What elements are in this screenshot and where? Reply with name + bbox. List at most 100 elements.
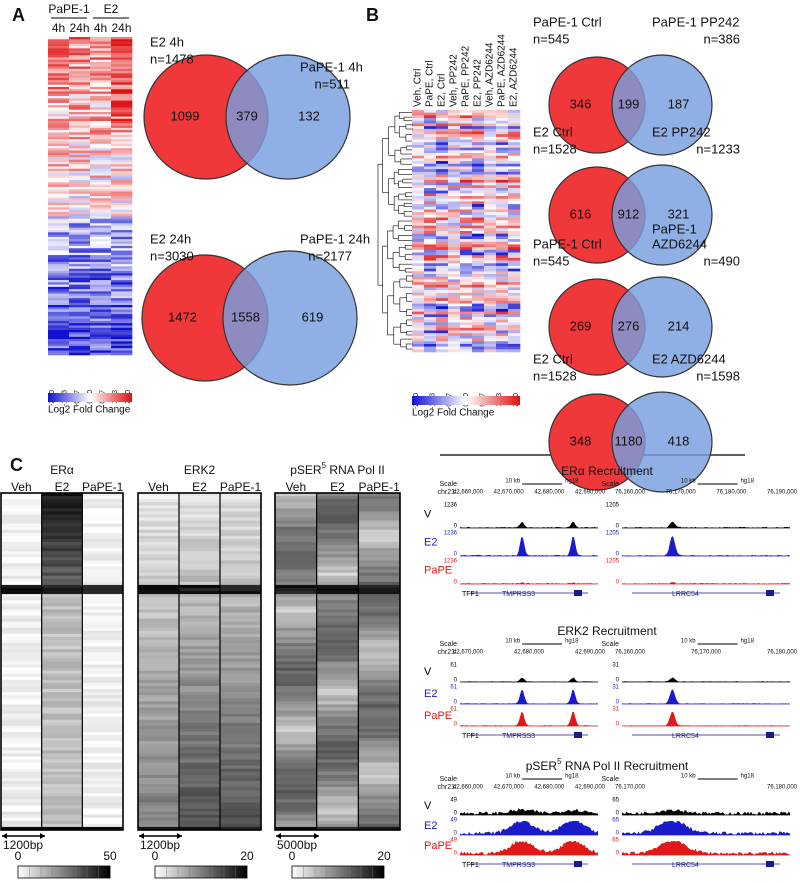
heatmap-cell [484, 126, 497, 130]
heatmap-cell [48, 280, 70, 283]
heatmap-cell [412, 308, 425, 312]
heatmap-row [179, 716, 221, 721]
heatmap-cell [412, 265, 425, 269]
heatmap-cell [48, 214, 70, 217]
title-text: pSER [526, 759, 558, 773]
heatmap-row [82, 581, 124, 586]
heatmap-cell [436, 110, 449, 113]
heatmap-cell [424, 300, 437, 304]
heatmap-cell [508, 115, 521, 119]
heatmap-cell [412, 204, 425, 208]
heatmap-cell [69, 82, 91, 85]
heatmap-cell [412, 274, 425, 278]
heatmap-cell [412, 112, 425, 116]
heatmap-row [316, 551, 359, 555]
heatmap-row [1, 774, 42, 779]
heatmap-row [138, 496, 180, 500]
heatmap-cell [472, 144, 485, 148]
heatmap-cell [424, 265, 437, 269]
column-label: E2, Ctrl [437, 74, 448, 107]
heatmap-cell [496, 163, 509, 167]
heatmap-row [220, 814, 262, 819]
heatmap-cell [90, 227, 112, 231]
heatmap-cell [48, 57, 70, 61]
heatmap-cell [69, 214, 91, 217]
heatmap-row [1, 759, 42, 763]
heatmap-cell [69, 68, 91, 72]
heatmap-row [138, 704, 180, 708]
heatmap-cell [69, 305, 91, 308]
heatmap-cell [424, 220, 437, 224]
heatmap-cell [496, 158, 509, 162]
heatmap-cell [90, 37, 112, 40]
heatmap-row [82, 787, 124, 791]
heatmap-cell [484, 330, 497, 334]
heatmap-cell [90, 146, 112, 149]
heatmap-cell [48, 243, 70, 247]
heatmap-cell [69, 209, 91, 213]
heatmap-cell [424, 166, 437, 170]
heatmap-cell [111, 273, 133, 276]
heatmap-cell [496, 220, 509, 224]
heatmap-cell [460, 139, 473, 143]
heatmap-row [316, 814, 359, 819]
heatmap-cell [472, 274, 485, 278]
heatmap-cell [90, 218, 112, 222]
heatmap-cell [448, 187, 461, 191]
arrow-head [276, 833, 319, 839]
heatmap-row [1, 591, 42, 595]
heatmap-cell [111, 214, 133, 217]
heatmap-cell [111, 230, 133, 233]
heatmap-row [358, 649, 401, 653]
heatmap-cell [508, 163, 521, 167]
heatmap-cell [48, 259, 70, 263]
heatmap-row [220, 554, 262, 558]
heatmap-row [316, 823, 359, 828]
heatmap-cell [90, 325, 112, 329]
track-min: 0 [454, 851, 458, 857]
heatmap-row [358, 578, 401, 583]
heatmap-row [1, 817, 42, 822]
heatmap-row [220, 621, 262, 626]
heatmap-cell [111, 227, 133, 231]
heatmap-cell [48, 164, 70, 167]
heatmap-cell [508, 279, 521, 283]
heatmap-cell [69, 134, 91, 138]
heatmap-row [1, 630, 42, 635]
column-label: E2, PP242 [473, 59, 484, 107]
heatmap-row [220, 649, 262, 653]
heatmap-cell [496, 282, 509, 286]
heatmap-frame [137, 492, 262, 831]
heatmap-row [1, 603, 42, 607]
heatmap-row [275, 756, 317, 760]
heatmap-row [220, 771, 262, 776]
browser-title: ERα Recruitment [561, 464, 653, 478]
heatmap-row [179, 496, 221, 500]
heatmap-row [220, 532, 262, 537]
heatmap-row [358, 569, 401, 573]
heatmap-row [1, 780, 42, 785]
heatmap-row [138, 560, 180, 564]
heatmap-row [82, 603, 124, 607]
heatmap-row [358, 768, 401, 773]
heatmap-row [1, 566, 42, 570]
heatmap-cell [460, 209, 473, 213]
heatmap-cell [412, 187, 425, 191]
heatmap-cell [436, 260, 449, 264]
heatmap-cell [90, 164, 112, 167]
heatmap-cell [424, 317, 437, 321]
heatmap-row [220, 741, 262, 745]
heatmap-cell [508, 142, 521, 146]
heatmap-row [358, 529, 401, 534]
heatmap-row [138, 640, 180, 644]
heatmap-cell [90, 350, 112, 354]
heatmap-cell [460, 327, 473, 331]
heatmap-cell [412, 333, 425, 337]
heatmap-cell [69, 37, 91, 40]
heatmap-cell [48, 291, 70, 294]
heatmap-row [179, 499, 221, 503]
heatmap-row [41, 667, 83, 671]
heatmap-cell [436, 327, 449, 331]
heatmap-row [41, 502, 83, 506]
heatmap-row [220, 731, 262, 736]
